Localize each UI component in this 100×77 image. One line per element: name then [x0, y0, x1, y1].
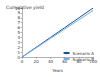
svg-text:0: 0 — [17, 54, 20, 60]
svg-text:20: 20 — [34, 59, 40, 64]
svg-text:6: 6 — [17, 25, 20, 30]
svg-text:Cumulative yield: Cumulative yield — [6, 5, 44, 10]
svg-text:3: 3 — [17, 40, 20, 45]
svg-text:0: 0 — [21, 59, 24, 64]
svg-text:2: 2 — [17, 45, 20, 50]
svg-text:1: 1 — [17, 50, 20, 55]
svg-text:Years: Years — [51, 68, 63, 73]
svg-text:7: 7 — [17, 20, 20, 25]
svg-text:5: 5 — [17, 30, 20, 35]
svg-text:40: 40 — [48, 59, 54, 64]
svg-text:Scenario B: Scenario B — [73, 57, 95, 62]
svg-text:4: 4 — [17, 35, 20, 40]
svg-text:Scenario A: Scenario A — [73, 51, 95, 56]
svg-text:9: 9 — [17, 10, 20, 15]
svg-text:8: 8 — [17, 15, 20, 20]
svg-text:60: 60 — [62, 58, 68, 64]
